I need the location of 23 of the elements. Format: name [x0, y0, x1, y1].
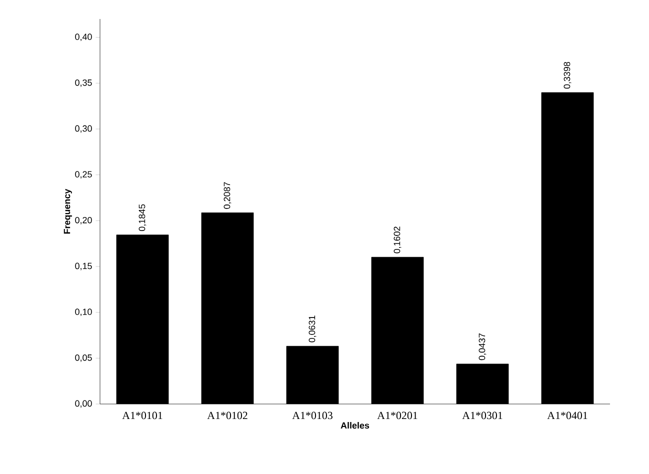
x-tick-label: A1*0101: [122, 412, 162, 420]
y-tick-label: 0,30: [75, 125, 92, 133]
x-tick-label: A1*0301: [462, 412, 502, 420]
y-tick-label: 0,20: [75, 216, 92, 224]
y-tick-label: 0,25: [75, 171, 92, 179]
y-tick-label: 0,10: [75, 308, 92, 316]
data-label: 0,0631: [308, 316, 316, 342]
y-tick-label: 0,00: [75, 400, 92, 408]
x-axis-title: Alleles: [340, 422, 370, 429]
y-tick-label: 0,40: [75, 34, 92, 42]
y-axis-title: Frequency: [64, 188, 72, 234]
x-tick-label: A1*0103: [292, 412, 332, 420]
x-tick-label: A1*0401: [547, 412, 588, 420]
y-tick-label: 0,35: [75, 79, 92, 87]
x-tick-label: A1*0201: [377, 412, 418, 420]
data-label: 0,0437: [478, 333, 486, 360]
data-label: 0,1602: [394, 226, 402, 254]
data-label: 0,1845: [138, 204, 146, 232]
data-label: 0,2087: [224, 182, 232, 209]
y-tick-label: 0,05: [75, 354, 92, 362]
data-label: 0,3398: [564, 62, 572, 89]
x-tick-label: A1*0102: [207, 412, 248, 420]
y-tick-label: 0,15: [75, 262, 92, 270]
